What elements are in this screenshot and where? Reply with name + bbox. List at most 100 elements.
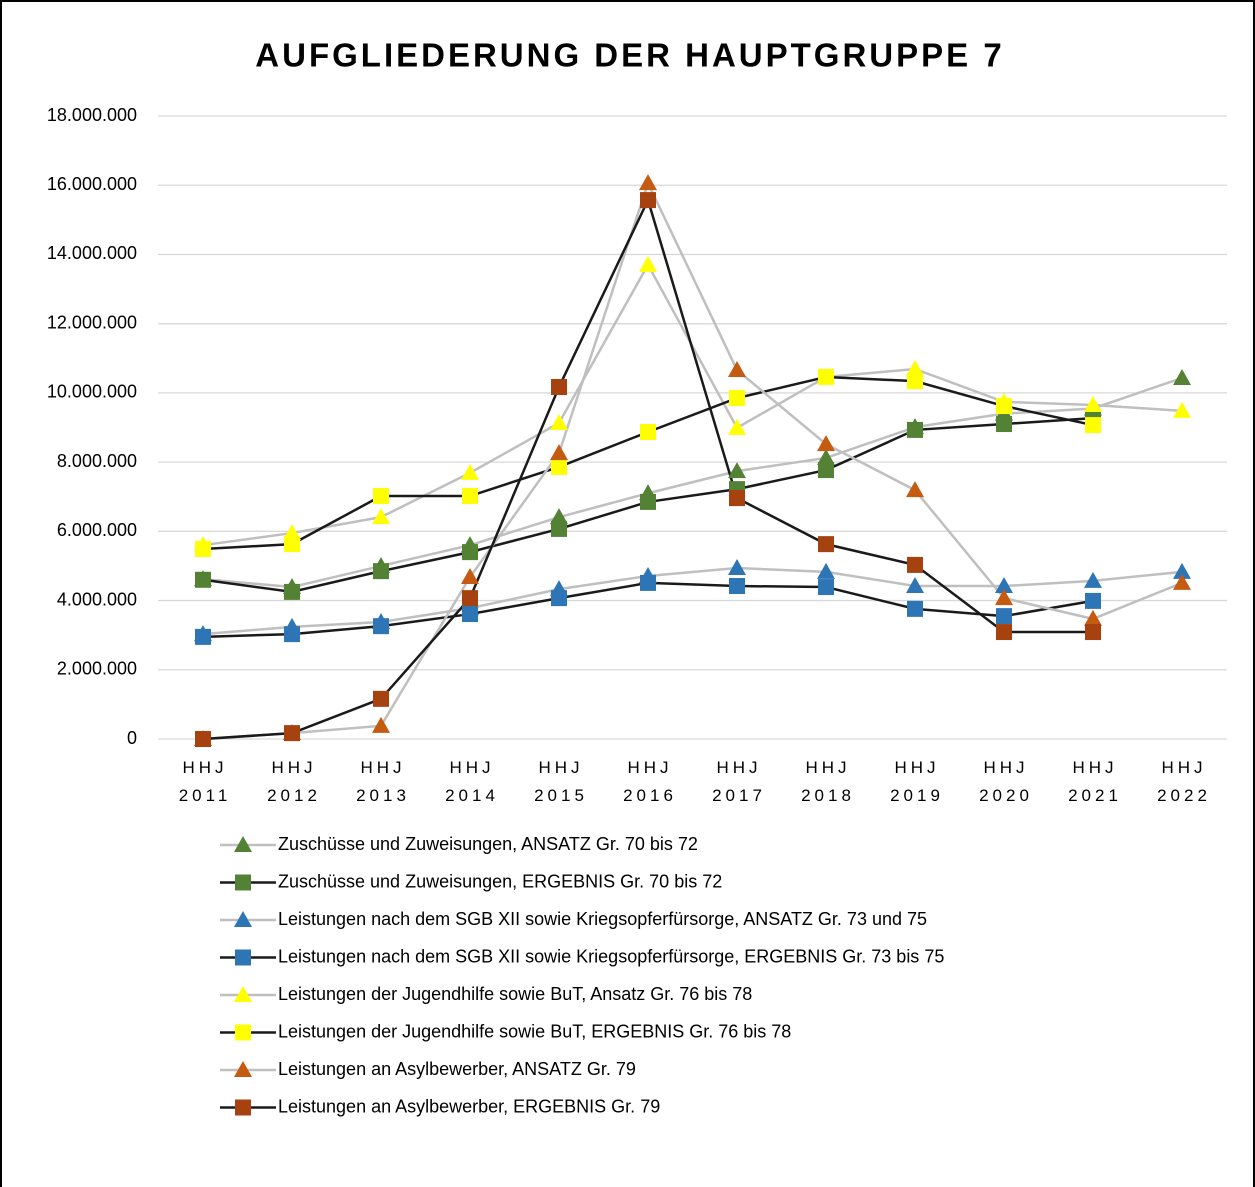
legend-marker bbox=[235, 1099, 251, 1116]
data-point bbox=[639, 255, 657, 272]
data-point bbox=[372, 508, 390, 525]
y-tick-label: 8.000.000 bbox=[57, 451, 137, 471]
data-point bbox=[461, 463, 479, 480]
data-point bbox=[907, 421, 923, 438]
data-point bbox=[817, 448, 835, 465]
data-point bbox=[817, 435, 835, 452]
data-point bbox=[728, 361, 746, 378]
data-point bbox=[551, 379, 567, 396]
data-point bbox=[373, 690, 389, 707]
data-point bbox=[1085, 592, 1101, 609]
legend-label: Zuschüsse und Zuweisungen, ERGEBNIS Gr. … bbox=[278, 871, 722, 891]
data-point bbox=[639, 174, 657, 191]
data-point bbox=[906, 577, 924, 594]
data-point bbox=[818, 368, 834, 385]
data-point bbox=[373, 618, 389, 635]
x-tick-label: HHJ 2015 bbox=[534, 758, 588, 805]
data-point bbox=[284, 626, 300, 643]
legend-marker bbox=[234, 836, 252, 852]
data-point bbox=[461, 568, 479, 585]
y-tick-label: 4.000.000 bbox=[57, 589, 137, 609]
data-point bbox=[551, 458, 567, 475]
x-tick-label: HHJ 2013 bbox=[356, 758, 410, 805]
series-line bbox=[202, 179, 1183, 741]
data-point bbox=[284, 583, 300, 600]
chart-title: AUFGLIEDERUNG DER HAUPTGRUPPE 7 bbox=[255, 37, 1004, 74]
x-tick-label: HHJ 2017 bbox=[712, 758, 766, 805]
data-point bbox=[995, 577, 1013, 594]
data-point bbox=[728, 559, 746, 576]
data-point bbox=[1085, 624, 1101, 641]
data-point bbox=[818, 579, 834, 596]
x-tick-label: HHJ 2019 bbox=[890, 758, 944, 805]
legend-marker bbox=[235, 1024, 251, 1041]
data-point bbox=[283, 524, 301, 541]
data-point bbox=[907, 373, 923, 390]
data-point bbox=[907, 600, 923, 617]
data-point bbox=[551, 520, 567, 537]
y-tick-label: 0 bbox=[127, 728, 137, 748]
data-point bbox=[372, 716, 390, 733]
data-point bbox=[1085, 417, 1101, 434]
x-tick-label: HHJ 2018 bbox=[801, 758, 855, 805]
data-point bbox=[906, 360, 924, 377]
data-point bbox=[550, 444, 568, 461]
x-tick-label: HHJ 2014 bbox=[445, 758, 499, 805]
data-point bbox=[818, 462, 834, 479]
y-tick-label: 2.000.000 bbox=[57, 659, 137, 679]
legend-marker bbox=[235, 874, 251, 891]
data-point bbox=[551, 590, 567, 607]
data-point bbox=[195, 540, 211, 557]
data-point bbox=[640, 493, 656, 510]
data-point bbox=[1084, 396, 1102, 413]
data-point bbox=[640, 423, 656, 440]
data-point bbox=[1173, 562, 1191, 579]
legend-marker bbox=[235, 949, 251, 966]
y-tick-label: 6.000.000 bbox=[57, 520, 137, 540]
data-point bbox=[907, 556, 923, 573]
y-tick-label: 12.000.000 bbox=[47, 312, 137, 332]
data-point bbox=[729, 390, 745, 407]
data-point bbox=[1173, 369, 1191, 386]
data-point bbox=[195, 731, 211, 747]
x-tick-label: HHJ 2022 bbox=[1157, 758, 1211, 805]
data-point bbox=[1084, 609, 1102, 626]
data-point bbox=[640, 574, 656, 591]
data-point bbox=[817, 562, 835, 579]
y-tick-label: 10.000.000 bbox=[47, 382, 137, 402]
data-point bbox=[995, 589, 1013, 606]
x-tick-label: HHJ 2020 bbox=[979, 758, 1033, 805]
x-tick-label: HHJ 2016 bbox=[623, 758, 677, 805]
data-point bbox=[1173, 401, 1191, 418]
data-point bbox=[373, 488, 389, 505]
series-line bbox=[202, 566, 1183, 636]
data-point bbox=[462, 606, 478, 623]
x-tick-label: HHJ 2021 bbox=[1068, 758, 1122, 805]
data-point bbox=[729, 490, 745, 507]
data-point bbox=[550, 414, 568, 431]
data-point bbox=[1173, 573, 1191, 590]
legend-marker bbox=[234, 986, 252, 1002]
legend-label: Leistungen an Asylbewerber, ANSATZ Gr. 7… bbox=[278, 1059, 636, 1079]
data-point bbox=[550, 508, 568, 525]
x-tick-label: HHJ 2012 bbox=[267, 758, 321, 805]
data-point bbox=[996, 398, 1012, 415]
data-point bbox=[996, 624, 1012, 641]
series-line bbox=[202, 376, 1183, 589]
data-point bbox=[728, 462, 746, 479]
data-point bbox=[462, 590, 478, 607]
legend-marker bbox=[234, 911, 252, 927]
data-point bbox=[728, 418, 746, 435]
y-tick-label: 18.000.000 bbox=[47, 105, 137, 125]
legend-label: Leistungen an Asylbewerber, ERGEBNIS Gr.… bbox=[278, 1096, 660, 1116]
data-point bbox=[729, 578, 745, 595]
data-point bbox=[284, 725, 300, 742]
data-point bbox=[195, 628, 211, 645]
data-point bbox=[996, 416, 1012, 433]
data-point bbox=[818, 536, 834, 553]
data-point bbox=[195, 571, 211, 588]
legend-label: Zuschüsse und Zuweisungen, ANSATZ Gr. 70… bbox=[278, 834, 698, 854]
